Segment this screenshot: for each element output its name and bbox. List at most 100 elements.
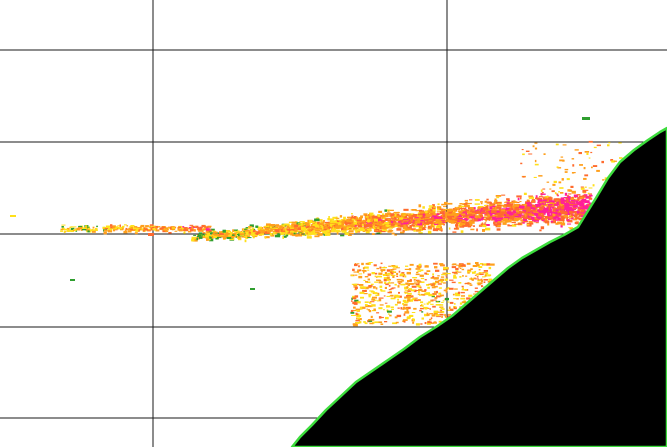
detection-speck	[407, 218, 410, 220]
detection-speck	[408, 298, 410, 301]
detection-speck	[78, 227, 82, 230]
detection-speck	[125, 227, 128, 231]
detection-speck	[441, 274, 446, 276]
detection-speck	[243, 229, 246, 232]
detection-speck	[396, 272, 399, 276]
detection-speck	[275, 232, 280, 234]
detection-speck	[369, 301, 375, 303]
detection-speck	[541, 215, 544, 219]
detection-speck	[307, 232, 312, 236]
detection-speck	[567, 189, 571, 192]
detection-speck	[480, 223, 484, 225]
detection-speck	[298, 230, 303, 233]
detection-speck	[324, 223, 329, 226]
detection-speck	[569, 210, 573, 214]
detection-speck	[286, 228, 291, 232]
detection-speck	[339, 215, 343, 218]
detection-speck	[409, 263, 414, 266]
detection-speck	[557, 221, 562, 225]
detection-speck	[540, 193, 546, 195]
detection-speck	[566, 198, 571, 201]
detection-speck	[388, 215, 391, 217]
detection-speck	[541, 217, 545, 220]
detection-speck	[385, 283, 389, 286]
detection-speck	[447, 202, 453, 205]
detection-speck	[381, 216, 385, 218]
detection-speck	[363, 213, 368, 216]
detection-speck	[571, 158, 575, 160]
detection-speck	[502, 212, 508, 215]
detection-speck	[183, 227, 188, 230]
detection-speck	[585, 196, 589, 199]
detection-speck	[92, 230, 96, 233]
detection-speck	[362, 228, 368, 232]
detection-speck	[138, 228, 142, 231]
detection-speck	[389, 213, 395, 216]
detection-speck	[352, 218, 355, 222]
detection-speck	[592, 184, 595, 187]
detection-speck	[282, 236, 284, 239]
detection-speck	[397, 211, 400, 214]
detection-speck	[460, 205, 467, 208]
detection-speck	[494, 200, 498, 203]
detection-speck	[542, 188, 546, 190]
detection-speck	[383, 309, 385, 311]
detection-speck	[314, 231, 319, 234]
detection-speck	[326, 229, 332, 232]
detection-speck	[427, 230, 432, 234]
detection-speck	[469, 284, 473, 286]
detection-speck	[560, 199, 562, 201]
detection-speck	[392, 275, 395, 278]
detection-speck	[394, 303, 398, 306]
detection-speck	[350, 311, 355, 314]
detection-speck	[539, 206, 541, 210]
detection-speck	[229, 233, 233, 236]
detection-speck	[236, 236, 240, 239]
detection-speck	[406, 226, 412, 229]
detection-speck	[159, 227, 164, 230]
detection-speck	[504, 201, 509, 203]
detection-speck	[403, 313, 406, 316]
detection-speck	[305, 227, 310, 229]
detection-speck	[448, 208, 453, 211]
detection-speck	[542, 199, 547, 202]
detection-speck	[372, 215, 378, 219]
detection-speck	[432, 228, 439, 232]
detection-speck	[126, 225, 129, 227]
detection-speck	[461, 301, 467, 304]
detection-speck	[396, 228, 402, 231]
detection-speck	[453, 213, 459, 216]
detection-speck	[464, 203, 468, 206]
detection-speck	[436, 316, 441, 318]
detection-speck	[462, 215, 468, 218]
detection-speck	[363, 271, 365, 274]
detection-speck	[488, 214, 492, 216]
detection-speck	[445, 213, 449, 216]
detection-speck	[373, 264, 377, 267]
detection-speck	[420, 277, 425, 280]
detection-speck	[188, 226, 192, 229]
detection-speck	[335, 225, 341, 228]
detection-speck	[548, 196, 552, 200]
detection-speck	[361, 270, 367, 272]
detection-speck	[364, 322, 368, 325]
detection-speck	[204, 226, 209, 228]
detection-speck	[463, 264, 466, 267]
detection-speck	[210, 234, 213, 237]
detection-speck	[546, 202, 550, 203]
detection-speck	[418, 228, 422, 230]
detection-speck	[377, 292, 380, 296]
detection-speck	[542, 197, 548, 200]
detection-speck	[504, 203, 506, 206]
detection-speck	[585, 204, 589, 206]
detection-speck	[390, 218, 397, 220]
detection-speck	[418, 232, 423, 234]
detection-speck	[304, 226, 310, 228]
detection-speck	[474, 211, 480, 214]
detection-speck	[271, 226, 275, 228]
detection-speck	[542, 215, 547, 217]
detection-speck	[105, 225, 111, 228]
detection-speck	[95, 227, 98, 230]
